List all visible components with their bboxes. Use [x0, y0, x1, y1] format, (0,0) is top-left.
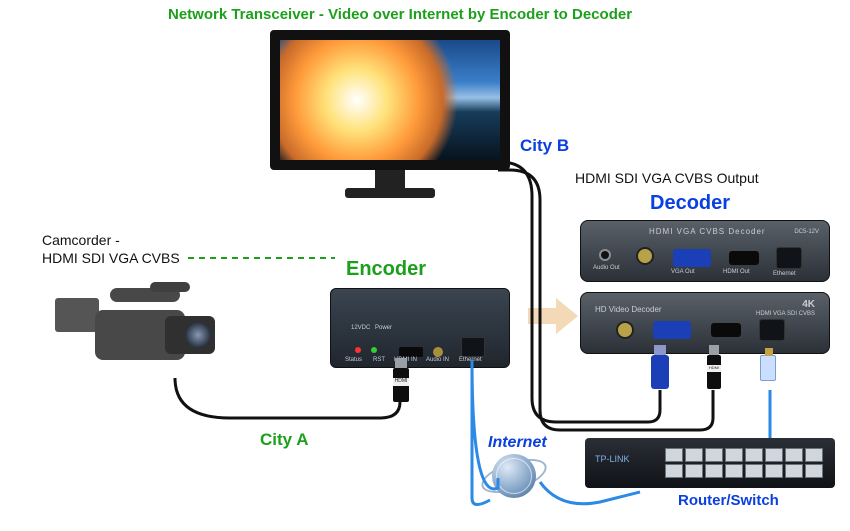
hdmi-plug-tag: HDMI — [393, 378, 409, 386]
internet-label: Internet — [488, 434, 547, 452]
decoder-device: HDMI VGA CVBS Decoder Audio Out VGA Out … — [580, 220, 830, 364]
router-label: Router/Switch — [678, 492, 779, 509]
rj45-plug-icon — [760, 355, 776, 381]
decoder-bnc-out — [636, 247, 654, 265]
decoder-hdmi-out — [729, 251, 759, 265]
encoder-rst-text: RST — [373, 357, 385, 363]
decoder-vga-text: VGA Out — [671, 269, 695, 275]
monitor-stand — [375, 170, 405, 188]
decoder-hdmi-text: HDMI Out — [723, 269, 750, 275]
decoder-audio-text: Audio Out — [593, 265, 620, 271]
decoder-back-eth — [759, 319, 785, 341]
decoder-back-panel: 4K HD Video Decoder HDMI VGA SDI CVBS — [580, 292, 830, 354]
encoder-hdmi-port — [399, 347, 423, 357]
switch-ports — [665, 448, 823, 478]
monitor-device — [270, 30, 510, 200]
monitor-image — [280, 40, 500, 160]
encoder-audio-text: Audio IN — [426, 357, 449, 363]
camcorder-device — [55, 280, 215, 380]
power-led-icon — [371, 347, 377, 353]
monitor-screen — [270, 30, 510, 170]
decoder-label: Decoder — [650, 192, 730, 215]
decoder-back-hdmi — [711, 323, 741, 337]
decoder-back-vga — [653, 321, 691, 339]
decoder-back-sub: HDMI VGA SDI CVBS — [756, 311, 815, 317]
status-led-icon — [355, 347, 361, 353]
flow-arrow-icon — [528, 298, 576, 334]
encoder-label: Encoder — [346, 258, 426, 281]
decoder-front-title: HDMI VGA CVBS Decoder — [649, 227, 766, 236]
encoder-dc-text: 12VDC — [351, 325, 370, 331]
encoder-power-text: Power — [375, 325, 392, 331]
globe-icon — [492, 454, 536, 498]
camcorder-sub-label: HDMI SDI VGA CVBS — [42, 250, 180, 266]
camcorder-viewfinder — [55, 298, 99, 332]
decoder-back-bnc — [616, 321, 634, 339]
camcorder-lens — [165, 316, 215, 354]
decoder-audio-out — [599, 249, 611, 261]
camcorder-label: Camcorder - — [42, 232, 120, 248]
encoder-ethernet-port — [461, 337, 485, 357]
diagram-title: Network Transceiver - Video over Interne… — [168, 6, 632, 23]
monitor-base — [345, 188, 435, 198]
decoder-eth-text: Ethernet — [773, 271, 796, 277]
hdmi-plug-icon: HDMI — [393, 368, 409, 402]
hdmi-plug2-icon: HDMI — [707, 355, 721, 389]
city-b-label: City B — [520, 136, 569, 156]
encoder-eth-text: Ethernet — [459, 357, 482, 363]
decoder-front-panel: HDMI VGA CVBS Decoder Audio Out VGA Out … — [580, 220, 830, 282]
vga-plug-icon — [651, 355, 669, 389]
encoder-status-text: Status — [345, 357, 362, 363]
camcorder-mic — [150, 282, 190, 292]
decoder-dc-text: DC5-12V — [794, 229, 819, 235]
network-switch-device: TP-LINK — [585, 438, 835, 488]
decoder-4k-badge: 4K — [802, 299, 815, 310]
encoder-device: 12VDC Power Status RST HDMI IN Audio IN … — [330, 288, 510, 368]
hdmi-plug2-tag: HDMI — [707, 365, 721, 372]
decoder-output-label: HDMI SDI VGA CVBS Output — [575, 170, 759, 186]
encoder-audio-jack — [433, 347, 443, 357]
decoder-eth-front — [776, 247, 802, 269]
city-a-label: City A — [260, 430, 309, 450]
decoder-back-title: HD Video Decoder — [595, 305, 662, 314]
decoder-vga-out — [673, 249, 711, 267]
switch-brand: TP-LINK — [595, 454, 630, 464]
